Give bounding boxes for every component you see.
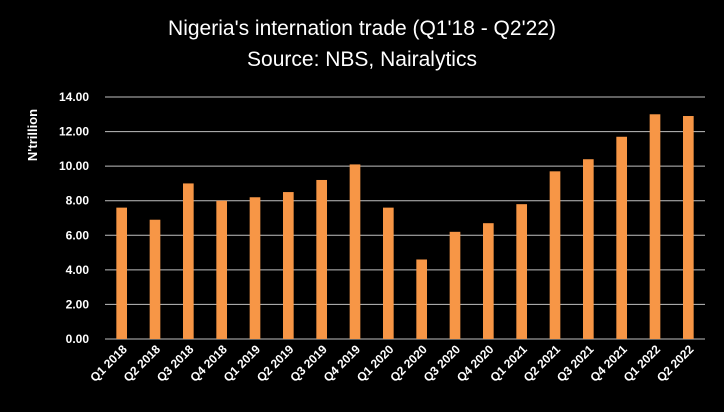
bar	[349, 164, 361, 339]
y-tick-label: 6.00	[66, 228, 90, 242]
y-tick-label: 4.00	[66, 263, 90, 277]
chart-subtitle: Source: NBS, Nairalytics	[247, 48, 477, 71]
bar	[183, 183, 194, 339]
y-tick-label: 8.00	[66, 194, 90, 208]
y-tick-label: 10.00	[59, 159, 89, 173]
gridlines	[105, 96, 705, 340]
x-tick-label: Q2 2022	[654, 342, 697, 385]
bar	[449, 231, 461, 339]
y-tick-label: 0.00	[66, 332, 90, 346]
bar	[283, 192, 294, 339]
bar	[216, 200, 227, 339]
bar	[416, 259, 427, 339]
chart-title: Nigeria's internation trade (Q1'18 - Q2'…	[168, 17, 556, 40]
bar	[683, 116, 694, 339]
bar	[649, 114, 661, 340]
bar	[616, 136, 627, 339]
y-tick-label: 14.00	[59, 90, 89, 104]
y-tick-label: 12.00	[59, 125, 89, 139]
bar	[583, 159, 594, 339]
bar	[383, 207, 394, 339]
y-tick-label: 2.00	[66, 297, 90, 311]
bar	[149, 219, 161, 339]
bar	[249, 197, 261, 339]
bar	[516, 204, 527, 339]
y-axis-label: N'trillion	[25, 109, 40, 161]
bar	[116, 207, 127, 339]
bar	[316, 179, 327, 339]
y-axis-ticks: 0.00 2.00 4.00 6.00 8.00 10.00 12.00 14.00	[59, 90, 89, 346]
bars	[116, 114, 694, 340]
bar	[483, 223, 494, 339]
bar	[549, 171, 561, 339]
